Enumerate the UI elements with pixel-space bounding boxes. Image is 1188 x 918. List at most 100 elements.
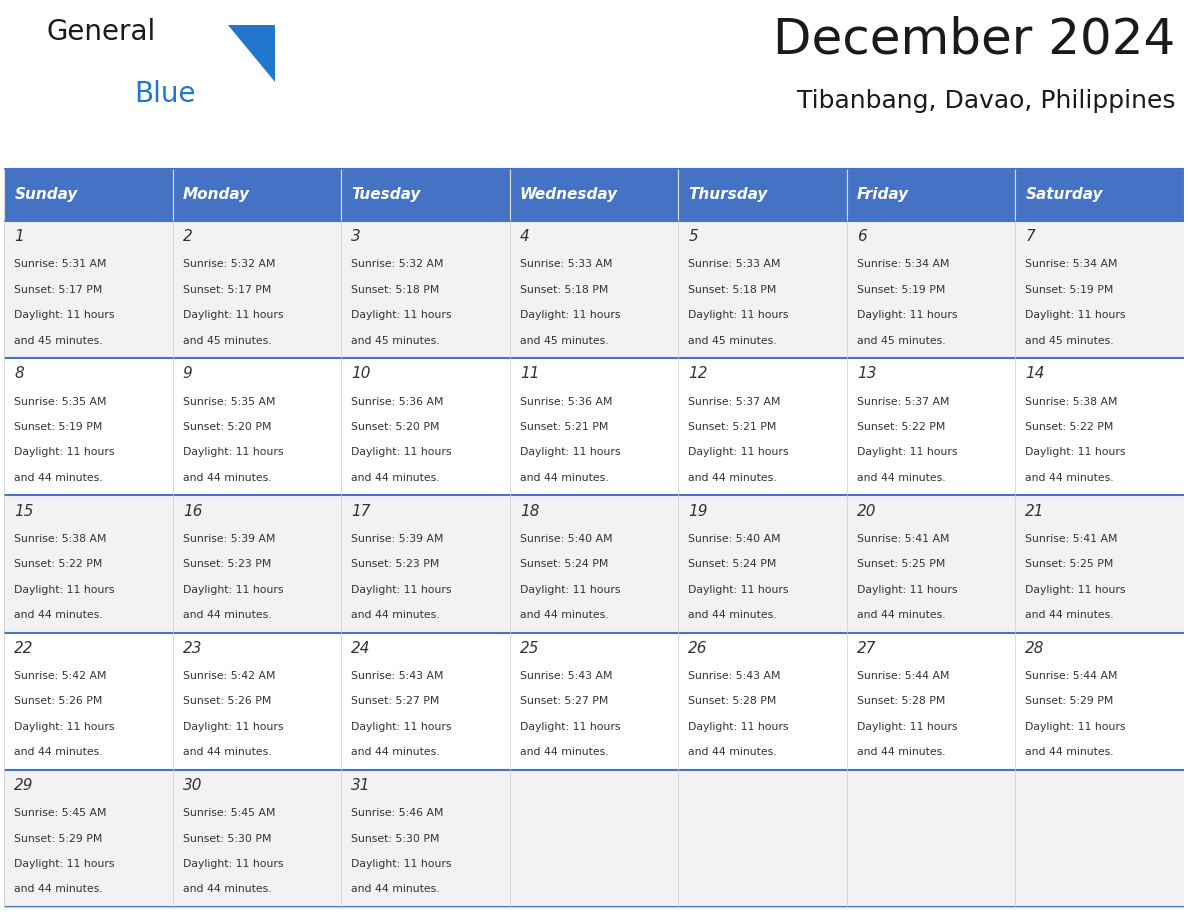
Text: and 44 minutes.: and 44 minutes. — [352, 884, 440, 894]
Text: Daylight: 11 hours: Daylight: 11 hours — [183, 447, 283, 457]
Bar — [172, 169, 341, 221]
Text: Daylight: 11 hours: Daylight: 11 hours — [688, 447, 789, 457]
Text: Daylight: 11 hours: Daylight: 11 hours — [857, 310, 958, 320]
Text: Sunset: 5:30 PM: Sunset: 5:30 PM — [352, 834, 440, 844]
Text: Sunrise: 5:45 AM: Sunrise: 5:45 AM — [14, 808, 107, 818]
Bar — [1016, 496, 1183, 633]
Bar — [5, 770, 172, 907]
Text: Saturday: Saturday — [1025, 187, 1102, 202]
Text: Sunset: 5:20 PM: Sunset: 5:20 PM — [352, 422, 440, 432]
Text: Sunrise: 5:31 AM: Sunrise: 5:31 AM — [14, 260, 107, 269]
Text: Daylight: 11 hours: Daylight: 11 hours — [352, 310, 451, 320]
Text: and 44 minutes.: and 44 minutes. — [14, 473, 103, 483]
Bar — [5, 633, 172, 770]
Text: and 44 minutes.: and 44 minutes. — [14, 747, 103, 757]
Text: 9: 9 — [183, 366, 192, 381]
Text: Sunrise: 5:46 AM: Sunrise: 5:46 AM — [352, 808, 444, 818]
Text: Sunrise: 5:44 AM: Sunrise: 5:44 AM — [857, 671, 949, 681]
Bar — [172, 770, 341, 907]
Text: Sunset: 5:18 PM: Sunset: 5:18 PM — [688, 285, 777, 295]
Text: Daylight: 11 hours: Daylight: 11 hours — [520, 447, 620, 457]
Text: Daylight: 11 hours: Daylight: 11 hours — [688, 722, 789, 732]
Bar — [5, 169, 172, 221]
Text: 30: 30 — [183, 778, 202, 793]
Text: Sunrise: 5:32 AM: Sunrise: 5:32 AM — [352, 260, 444, 269]
Text: Sunrise: 5:36 AM: Sunrise: 5:36 AM — [520, 397, 612, 407]
Text: Sunrise: 5:35 AM: Sunrise: 5:35 AM — [183, 397, 276, 407]
Bar — [341, 358, 510, 496]
Text: Sunrise: 5:43 AM: Sunrise: 5:43 AM — [520, 671, 612, 681]
Text: Daylight: 11 hours: Daylight: 11 hours — [1025, 722, 1126, 732]
Text: Sunset: 5:26 PM: Sunset: 5:26 PM — [183, 697, 271, 706]
Text: Sunrise: 5:34 AM: Sunrise: 5:34 AM — [1025, 260, 1118, 269]
Text: Sunset: 5:21 PM: Sunset: 5:21 PM — [520, 422, 608, 432]
Bar — [1016, 169, 1183, 221]
Text: and 45 minutes.: and 45 minutes. — [1025, 335, 1114, 345]
Text: and 44 minutes.: and 44 minutes. — [1025, 747, 1114, 757]
Bar — [678, 496, 847, 633]
Text: Sunrise: 5:34 AM: Sunrise: 5:34 AM — [857, 260, 949, 269]
Text: and 44 minutes.: and 44 minutes. — [857, 610, 946, 620]
Text: Daylight: 11 hours: Daylight: 11 hours — [1025, 447, 1126, 457]
Text: General: General — [46, 17, 156, 46]
Text: Daylight: 11 hours: Daylight: 11 hours — [14, 722, 115, 732]
Text: Sunrise: 5:38 AM: Sunrise: 5:38 AM — [14, 533, 107, 543]
Bar — [172, 496, 341, 633]
Text: Daylight: 11 hours: Daylight: 11 hours — [688, 585, 789, 595]
Text: Sunset: 5:28 PM: Sunset: 5:28 PM — [688, 697, 777, 706]
Text: Sunrise: 5:43 AM: Sunrise: 5:43 AM — [352, 671, 444, 681]
Text: and 44 minutes.: and 44 minutes. — [183, 610, 271, 620]
Text: Daylight: 11 hours: Daylight: 11 hours — [520, 310, 620, 320]
Text: and 44 minutes.: and 44 minutes. — [1025, 473, 1114, 483]
Bar — [510, 169, 678, 221]
Text: and 44 minutes.: and 44 minutes. — [688, 473, 777, 483]
Text: Daylight: 11 hours: Daylight: 11 hours — [352, 859, 451, 869]
Bar — [847, 496, 1016, 633]
Text: and 45 minutes.: and 45 minutes. — [352, 335, 440, 345]
Text: 26: 26 — [688, 641, 708, 655]
Text: 28: 28 — [1025, 641, 1045, 655]
Bar — [510, 633, 678, 770]
Text: Thursday: Thursday — [688, 187, 767, 202]
Text: and 44 minutes.: and 44 minutes. — [14, 610, 103, 620]
Text: 14: 14 — [1025, 366, 1045, 381]
Text: Sunrise: 5:32 AM: Sunrise: 5:32 AM — [183, 260, 276, 269]
Bar — [510, 221, 678, 358]
Text: 11: 11 — [520, 366, 539, 381]
Text: Sunset: 5:25 PM: Sunset: 5:25 PM — [857, 559, 946, 569]
Text: Sunrise: 5:44 AM: Sunrise: 5:44 AM — [1025, 671, 1118, 681]
Text: and 45 minutes.: and 45 minutes. — [857, 335, 946, 345]
Text: and 44 minutes.: and 44 minutes. — [520, 747, 608, 757]
Bar — [1016, 633, 1183, 770]
Text: Sunset: 5:22 PM: Sunset: 5:22 PM — [1025, 422, 1114, 432]
Bar — [1016, 221, 1183, 358]
Text: Tuesday: Tuesday — [352, 187, 421, 202]
Bar — [1016, 358, 1183, 496]
Text: Sunset: 5:29 PM: Sunset: 5:29 PM — [14, 834, 102, 844]
Text: and 44 minutes.: and 44 minutes. — [520, 473, 608, 483]
Text: Sunset: 5:26 PM: Sunset: 5:26 PM — [14, 697, 102, 706]
Text: 25: 25 — [520, 641, 539, 655]
Bar — [847, 358, 1016, 496]
Text: Sunset: 5:24 PM: Sunset: 5:24 PM — [688, 559, 777, 569]
Text: Daylight: 11 hours: Daylight: 11 hours — [352, 585, 451, 595]
Text: Sunset: 5:25 PM: Sunset: 5:25 PM — [1025, 559, 1114, 569]
Text: and 44 minutes.: and 44 minutes. — [352, 610, 440, 620]
Text: Sunrise: 5:45 AM: Sunrise: 5:45 AM — [183, 808, 276, 818]
Text: Daylight: 11 hours: Daylight: 11 hours — [520, 585, 620, 595]
Text: Sunset: 5:19 PM: Sunset: 5:19 PM — [857, 285, 946, 295]
Text: and 44 minutes.: and 44 minutes. — [857, 473, 946, 483]
Text: 20: 20 — [857, 504, 877, 519]
Bar — [510, 358, 678, 496]
Bar — [847, 770, 1016, 907]
Bar — [678, 169, 847, 221]
Text: and 45 minutes.: and 45 minutes. — [14, 335, 103, 345]
Text: and 44 minutes.: and 44 minutes. — [520, 610, 608, 620]
Text: Sunset: 5:19 PM: Sunset: 5:19 PM — [1025, 285, 1114, 295]
Text: Daylight: 11 hours: Daylight: 11 hours — [1025, 310, 1126, 320]
Text: Sunrise: 5:36 AM: Sunrise: 5:36 AM — [352, 397, 444, 407]
Text: Sunset: 5:27 PM: Sunset: 5:27 PM — [352, 697, 440, 706]
Text: Sunrise: 5:33 AM: Sunrise: 5:33 AM — [520, 260, 612, 269]
Bar — [678, 358, 847, 496]
Text: Daylight: 11 hours: Daylight: 11 hours — [520, 722, 620, 732]
